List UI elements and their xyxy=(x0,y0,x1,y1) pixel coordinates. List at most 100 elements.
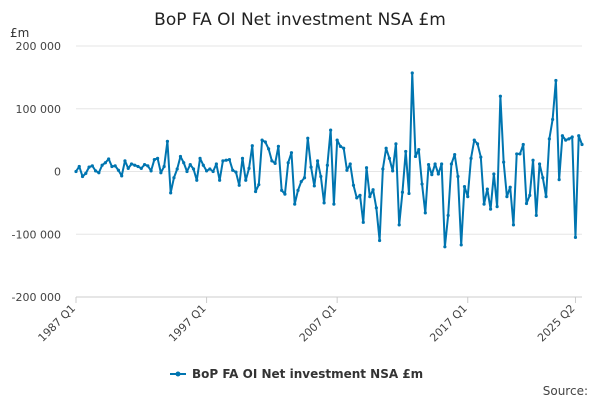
data-point xyxy=(309,165,313,169)
data-point xyxy=(518,152,522,156)
data-point xyxy=(577,134,581,138)
x-tick-label: 2017 Q1 xyxy=(427,302,470,345)
y-axis-ticks: 200 000 100 000 0 -100 000 -200 000 xyxy=(12,40,61,304)
legend-label: BoP FA OI Net investment NSA £m xyxy=(192,367,423,381)
data-point xyxy=(580,142,584,147)
data-point xyxy=(120,174,124,178)
data-point xyxy=(515,152,519,156)
data-point xyxy=(511,223,516,227)
data-point xyxy=(267,147,271,151)
data-point xyxy=(495,205,499,209)
series-line xyxy=(75,71,583,248)
data-point xyxy=(475,142,480,146)
data-point xyxy=(358,193,362,197)
data-point xyxy=(374,206,378,210)
data-point xyxy=(502,160,506,164)
data-point xyxy=(84,171,88,175)
data-point xyxy=(156,156,160,160)
data-point xyxy=(237,183,241,187)
data-point xyxy=(214,162,218,166)
data-point xyxy=(306,136,310,140)
data-point xyxy=(178,154,183,159)
data-point xyxy=(185,169,189,174)
data-point xyxy=(449,162,454,166)
data-point xyxy=(551,117,555,122)
data-point xyxy=(107,157,111,161)
data-point xyxy=(175,167,179,171)
data-point xyxy=(139,166,143,170)
data-point xyxy=(544,195,548,199)
data-point xyxy=(231,168,235,172)
data-point xyxy=(221,159,225,163)
data-point xyxy=(218,178,222,182)
data-point xyxy=(423,211,427,215)
data-point xyxy=(505,195,509,199)
data-point xyxy=(459,243,463,247)
data-point xyxy=(436,172,440,176)
data-point xyxy=(162,164,166,169)
data-point xyxy=(554,78,558,83)
data-point xyxy=(430,173,434,177)
data-point xyxy=(391,169,395,173)
data-point xyxy=(103,161,107,165)
data-point xyxy=(315,159,320,163)
data-point xyxy=(394,142,398,146)
data-point xyxy=(413,154,418,159)
data-point xyxy=(456,174,460,179)
source-label: Source: xyxy=(543,384,588,398)
data-point xyxy=(93,169,98,173)
data-point xyxy=(364,166,369,170)
data-point xyxy=(152,157,156,162)
data-point xyxy=(378,238,382,243)
data-point xyxy=(159,171,163,175)
data-point xyxy=(404,149,408,154)
data-point xyxy=(149,169,153,173)
data-point xyxy=(87,165,91,169)
data-point xyxy=(417,147,421,152)
data-point xyxy=(472,138,476,142)
data-point xyxy=(567,137,571,141)
data-point xyxy=(224,158,228,162)
data-point xyxy=(80,174,85,179)
x-tick-label: 1987 Q1 xyxy=(36,302,79,345)
data-point xyxy=(485,187,489,191)
data-point xyxy=(557,178,561,182)
data-point xyxy=(299,179,303,184)
data-point xyxy=(273,161,277,165)
data-point xyxy=(547,137,551,141)
data-point xyxy=(263,140,267,144)
data-point xyxy=(361,220,365,224)
legend[interactable]: BoP FA OI Net investment NSA £m xyxy=(170,367,423,381)
data-point xyxy=(348,162,352,166)
data-point xyxy=(466,195,470,199)
legend-point-marker xyxy=(175,371,181,377)
data-point xyxy=(142,163,147,167)
data-point xyxy=(521,142,525,147)
data-point xyxy=(573,235,578,239)
data-point xyxy=(77,164,81,169)
y-tick-label: -100 000 xyxy=(12,228,61,241)
data-point xyxy=(211,169,215,174)
data-point xyxy=(492,172,496,176)
data-point xyxy=(270,159,274,163)
data-point xyxy=(342,146,346,150)
data-point xyxy=(289,151,294,155)
data-point xyxy=(407,191,411,196)
y-tick-label: 100 000 xyxy=(16,103,62,116)
data-point xyxy=(195,178,199,182)
data-point xyxy=(338,144,343,148)
data-point xyxy=(201,163,205,167)
data-point xyxy=(371,188,375,192)
data-point xyxy=(351,183,356,187)
data-point xyxy=(332,202,336,206)
data-point xyxy=(90,164,94,168)
data-point xyxy=(453,152,457,157)
x-axis: 1987 Q1 1997 Q1 2007 Q1 2017 Q1 2025 Q2 xyxy=(36,296,582,345)
series-plot xyxy=(74,71,584,249)
data-point xyxy=(560,134,565,138)
data-point xyxy=(564,138,568,142)
data-point xyxy=(280,188,284,192)
data-point xyxy=(188,163,192,167)
data-point xyxy=(240,156,245,160)
